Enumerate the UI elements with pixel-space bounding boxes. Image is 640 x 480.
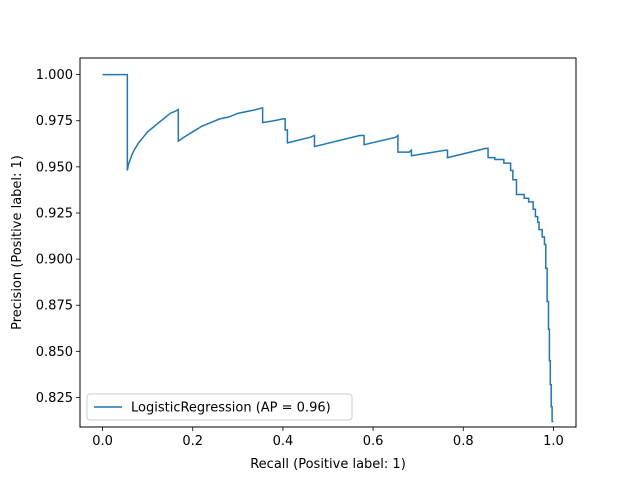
x-tick-label: 0.4 bbox=[273, 434, 294, 449]
y-tick-label: 1.000 bbox=[36, 68, 73, 83]
y-tick-label: 0.975 bbox=[36, 114, 73, 129]
y-tick-label: 0.950 bbox=[36, 160, 73, 175]
y-tick-label: 0.875 bbox=[36, 299, 73, 314]
series-layer bbox=[102, 73, 554, 423]
x-axis-label: Recall (Positive label: 1) bbox=[250, 457, 406, 472]
y-tick-label: 0.850 bbox=[36, 345, 73, 360]
legend-box bbox=[86, 393, 353, 421]
y-tick-label: 0.825 bbox=[36, 391, 73, 406]
legend-entry-label: LogisticRegression (AP = 0.96) bbox=[131, 401, 331, 416]
x-tick-label: 0.6 bbox=[363, 434, 384, 449]
plot-frame bbox=[79, 57, 577, 428]
x-axis-ticks: 0.0 0.2 0.4 0.6 0.8 1.0 bbox=[92, 427, 564, 449]
y-tick-label: 0.925 bbox=[36, 206, 73, 221]
y-tick-label: 0.900 bbox=[36, 253, 73, 268]
plot-area bbox=[80, 58, 576, 427]
series-line-0 bbox=[102, 73, 554, 423]
x-tick-label: 1.0 bbox=[543, 434, 564, 449]
y-axis-ticks: 0.825 0.850 0.875 0.900 0.925 0.950 0.975 1.000 bbox=[36, 68, 80, 406]
legend: LogisticRegression (AP = 0.96) bbox=[86, 393, 353, 421]
x-tick-label: 0.2 bbox=[182, 434, 203, 449]
x-tick-label: 0.8 bbox=[453, 434, 474, 449]
y-axis-label: Precision (Positive label: 1) bbox=[10, 155, 25, 330]
x-tick-label: 0.0 bbox=[92, 434, 113, 449]
